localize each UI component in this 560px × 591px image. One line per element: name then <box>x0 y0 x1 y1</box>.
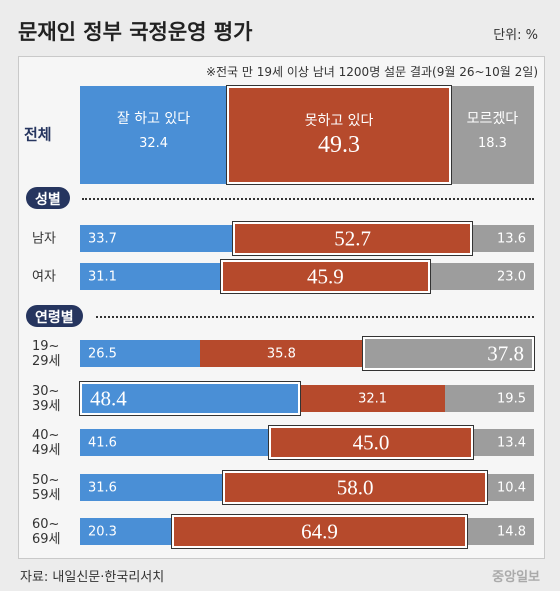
value-label: 49.3 <box>318 132 360 158</box>
bar: 45.0 <box>267 425 475 460</box>
value-label: 52.7 <box>334 226 371 250</box>
category-label: 50~ 59세 <box>32 472 61 503</box>
bar: 64.9 <box>171 514 468 549</box>
value-label: 41.6 <box>88 435 117 450</box>
bar: 13.6 <box>472 225 534 252</box>
category-label: 19~ 29세 <box>32 338 61 369</box>
value-label: 31.1 <box>88 269 117 284</box>
value-label: 13.6 <box>497 231 526 246</box>
value-label: 33.7 <box>88 231 117 246</box>
bar: 19.5 <box>445 385 534 412</box>
divider <box>82 198 534 200</box>
value-label: 35.8 <box>266 346 296 361</box>
brand: 중앙일보 <box>492 570 540 585</box>
unit: 단위: % <box>493 28 538 43</box>
bar: 48.4 <box>79 381 301 416</box>
bar: 33.7 <box>80 225 233 252</box>
bar: 20.3 <box>80 518 173 545</box>
source: 자료: 내일신문·한국리서치 <box>20 570 165 585</box>
bar: 45.9 <box>220 259 431 294</box>
divider <box>96 316 534 318</box>
bar: 52.7 <box>231 221 474 256</box>
value-label: 31.6 <box>88 480 117 495</box>
series-name: 못하고 있다 <box>304 113 374 129</box>
value-label: 19.5 <box>497 391 526 406</box>
value-label: 45.0 <box>352 430 390 454</box>
bar: 23.0 <box>429 263 534 290</box>
group-label: 연령별 <box>26 305 83 327</box>
bar: 58.0 <box>222 470 488 505</box>
chart-title: 문재인 정부 국정운영 평가 <box>18 20 253 44</box>
bar: 못하고 있다 49.3 <box>226 85 452 185</box>
category-label: 30~ 39세 <box>32 383 61 414</box>
category-label: 남자 <box>32 231 56 246</box>
value-label: 64.9 <box>301 519 338 543</box>
value-label: 13.4 <box>497 435 526 450</box>
bar: 26.5 <box>80 340 201 367</box>
value-label: 10.4 <box>497 480 526 495</box>
value-label: 37.8 <box>487 341 524 365</box>
bar: 10.4 <box>486 474 534 501</box>
value-label: 48.4 <box>90 386 127 410</box>
bar: 14.8 <box>466 518 534 545</box>
value-label: 32.1 <box>358 391 388 406</box>
value-label: 18.3 <box>477 136 507 151</box>
bar: 35.8 <box>200 340 363 367</box>
bar: 31.6 <box>80 474 224 501</box>
value-label: 23.0 <box>497 269 526 284</box>
bar: 41.6 <box>80 429 269 456</box>
bar: 32.1 <box>299 385 446 412</box>
group-label: 성별 <box>26 187 70 209</box>
category-label: 여자 <box>32 269 56 284</box>
value-label: 32.4 <box>139 136 169 151</box>
category-label: 40~ 49세 <box>32 427 61 458</box>
value-label: 45.9 <box>307 264 344 288</box>
series-name: 모르겠다 <box>466 111 519 127</box>
value-label: 58.0 <box>336 475 374 499</box>
bar: 31.1 <box>80 263 222 290</box>
series-name: 잘 하고 있다 <box>116 111 191 127</box>
value-label: 14.8 <box>497 524 526 539</box>
note: ※전국 만 19세 이상 남녀 1200명 설문 결과(9월 26~10월 2일… <box>205 65 538 79</box>
category-label: 60~ 69세 <box>32 516 61 547</box>
category-label: 전체 <box>24 125 52 144</box>
value-label: 20.3 <box>88 524 117 539</box>
bar: 37.8 <box>361 336 535 371</box>
bar: 잘 하고 있다 32.4 <box>80 86 228 184</box>
bar: 13.4 <box>473 429 534 456</box>
bar: 모르겠다 18.3 <box>450 86 534 184</box>
value-label: 26.5 <box>88 346 117 361</box>
